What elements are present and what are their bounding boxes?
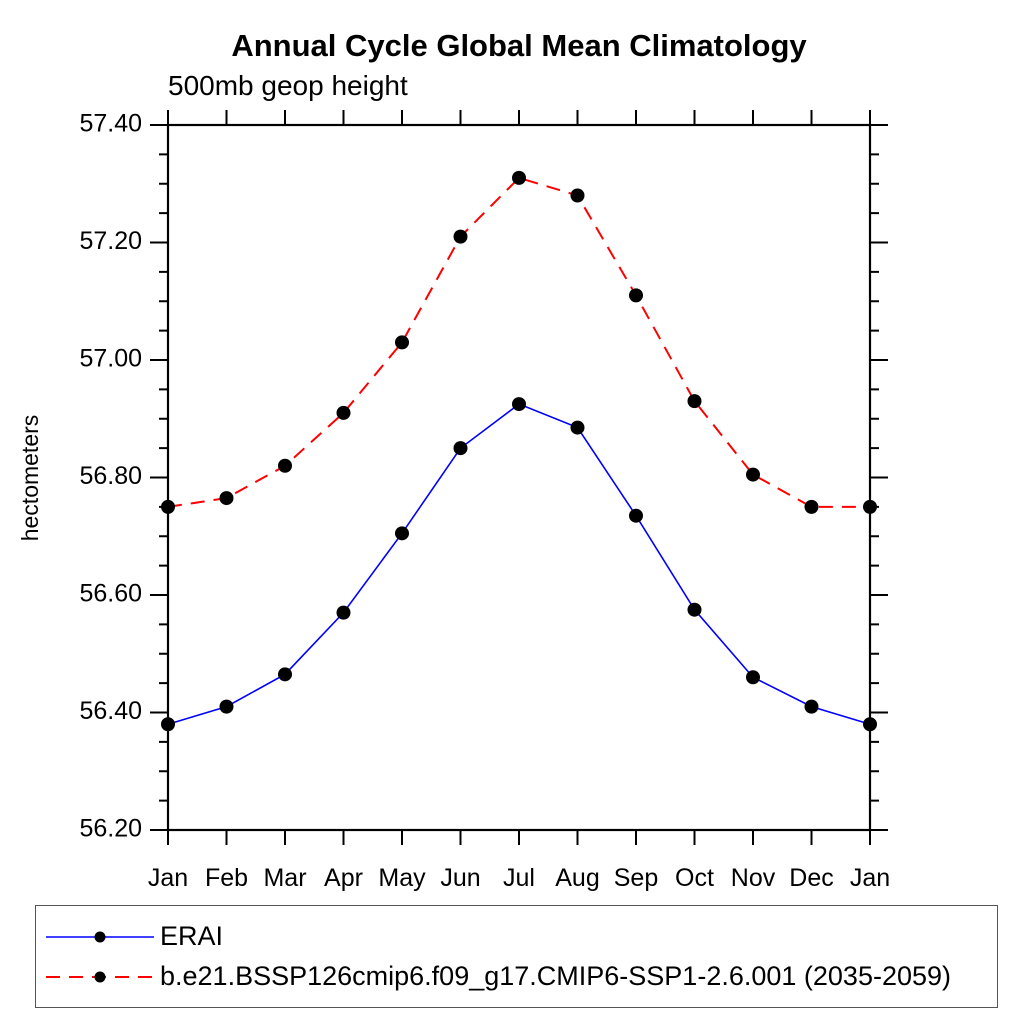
y-tick-label: 57.40 bbox=[79, 110, 142, 138]
y-tick-label: 56.80 bbox=[79, 462, 142, 490]
plot-area: 56.20 56.40 56.60 56.80 57.00 57.20 57.40 Jan Fe… bbox=[17, 110, 890, 892]
data-point bbox=[687, 394, 702, 409]
x-tick-label: Apr bbox=[324, 864, 363, 892]
x-tick-label: Aug bbox=[555, 864, 599, 892]
data-point bbox=[746, 670, 760, 685]
y-tick-label: 56.60 bbox=[79, 580, 142, 608]
x-tick-label: Jan bbox=[148, 864, 188, 892]
series-line-1 bbox=[167, 176, 870, 508]
plot-frame bbox=[166, 123, 872, 832]
data-point bbox=[512, 397, 526, 412]
data-point bbox=[804, 499, 819, 514]
data-point bbox=[278, 667, 292, 682]
x-tick-label: Oct bbox=[675, 864, 714, 892]
legend-item: ERAI bbox=[46, 921, 997, 952]
data-point bbox=[863, 499, 877, 514]
data-point bbox=[395, 526, 409, 541]
data-point bbox=[161, 499, 175, 514]
data-point bbox=[570, 188, 585, 203]
y-tick-label: 56.40 bbox=[79, 697, 142, 725]
data-point bbox=[395, 335, 409, 350]
legend-label: b.e21.BSSP126cmip6.f09_g17.CMIP6-SSP1-2.… bbox=[160, 961, 952, 991]
y-tick-label: 56.20 bbox=[79, 815, 142, 843]
data-point bbox=[219, 491, 234, 506]
x-tick-label: Sep bbox=[614, 864, 658, 892]
y-tick-label: 57.20 bbox=[79, 227, 142, 255]
data-point bbox=[219, 699, 234, 714]
data-point bbox=[453, 229, 468, 244]
legend-line-sample bbox=[46, 931, 154, 942]
x-tick-label: Jul bbox=[503, 864, 535, 892]
data-point bbox=[161, 717, 175, 732]
data-point bbox=[278, 458, 292, 473]
x-tick-label: Nov bbox=[731, 864, 776, 892]
x-tick-label: Dec bbox=[789, 864, 833, 892]
x-tick-label: May bbox=[378, 864, 426, 892]
x-tick-label: Jun bbox=[440, 864, 480, 892]
data-point bbox=[804, 699, 819, 714]
legend-line-sample bbox=[46, 971, 154, 982]
data-point bbox=[687, 602, 702, 617]
data-point bbox=[453, 441, 468, 456]
chart-title: Annual Cycle Global Mean Climatology bbox=[231, 28, 807, 63]
data-point bbox=[570, 420, 585, 435]
x-tick-label: Jan bbox=[850, 864, 890, 892]
chart-subtitle: 500mb geop height bbox=[168, 70, 408, 101]
legend-label: ERAI bbox=[160, 921, 224, 951]
data-point bbox=[336, 405, 351, 420]
data-point bbox=[629, 288, 643, 303]
x-tick-label: Feb bbox=[205, 864, 248, 892]
legend-box: ERAI b.e21.BSSP126cmip6.f09_g17.CMIP6-SSP… bbox=[35, 905, 998, 1008]
data-point bbox=[512, 170, 526, 185]
data-point bbox=[629, 508, 643, 523]
y-axis-label: hectometers bbox=[17, 415, 43, 542]
data-point bbox=[863, 717, 877, 732]
x-tick-label: Mar bbox=[263, 864, 306, 892]
data-point bbox=[746, 467, 760, 482]
data-point bbox=[336, 605, 351, 620]
series-line-0 bbox=[167, 403, 871, 726]
legend-item: b.e21.BSSP126cmip6.f09_g17.CMIP6-SSP1-2.… bbox=[46, 961, 997, 992]
y-tick-label: 57.00 bbox=[79, 345, 142, 373]
